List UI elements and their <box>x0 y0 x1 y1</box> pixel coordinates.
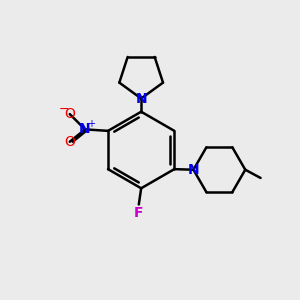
Text: N: N <box>79 122 91 136</box>
Text: O: O <box>64 135 75 149</box>
Text: O: O <box>64 107 75 121</box>
Text: F: F <box>134 206 144 220</box>
Text: −: − <box>58 103 69 116</box>
Text: N: N <box>188 163 199 177</box>
Text: +: + <box>88 119 95 129</box>
Text: N: N <box>135 92 147 106</box>
